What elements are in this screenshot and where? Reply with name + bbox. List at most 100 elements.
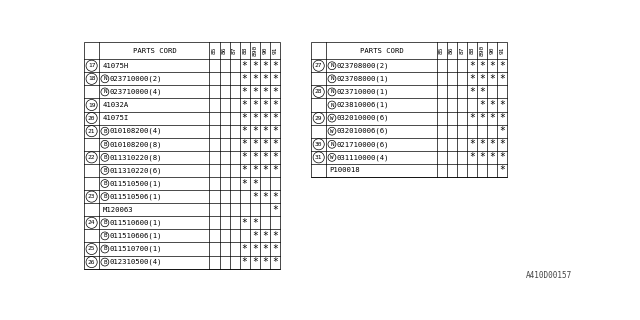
Text: *: *	[272, 100, 278, 110]
Text: *: *	[262, 165, 268, 175]
Text: *: *	[469, 152, 475, 162]
Text: 41075I: 41075I	[102, 115, 129, 121]
Text: 20: 20	[88, 116, 95, 121]
Text: 011510606(1): 011510606(1)	[109, 233, 162, 239]
Text: *: *	[242, 165, 248, 175]
Text: *: *	[489, 113, 495, 123]
Text: *: *	[469, 139, 475, 149]
Text: *: *	[479, 61, 484, 71]
Text: N: N	[330, 76, 333, 81]
Text: 29: 29	[315, 116, 323, 121]
Text: *: *	[272, 61, 278, 71]
Text: *: *	[242, 87, 248, 97]
Text: *: *	[252, 218, 258, 228]
Text: W: W	[330, 129, 333, 134]
Text: 011510500(1): 011510500(1)	[109, 180, 162, 187]
Text: *: *	[242, 61, 248, 71]
Text: *: *	[262, 100, 268, 110]
Text: *: *	[489, 61, 495, 71]
Text: *: *	[252, 74, 258, 84]
Text: *: *	[272, 113, 278, 123]
Text: N: N	[330, 142, 333, 147]
Text: *: *	[469, 87, 475, 97]
Text: 22: 22	[88, 155, 95, 160]
Text: 25: 25	[88, 246, 95, 252]
Text: 011510700(1): 011510700(1)	[109, 246, 162, 252]
Text: *: *	[242, 113, 248, 123]
Text: N: N	[330, 63, 333, 68]
Text: *: *	[252, 87, 258, 97]
Text: *: *	[262, 61, 268, 71]
Text: *: *	[262, 192, 268, 202]
Text: *: *	[479, 74, 484, 84]
Text: 88: 88	[469, 47, 474, 54]
Text: W: W	[330, 116, 333, 121]
Text: 24: 24	[88, 220, 95, 225]
Text: 41032A: 41032A	[102, 102, 129, 108]
Text: *: *	[252, 113, 258, 123]
Text: *: *	[489, 139, 495, 149]
Text: 890: 890	[252, 45, 257, 56]
Text: *: *	[499, 126, 505, 136]
Text: 90: 90	[490, 47, 495, 54]
Text: *: *	[272, 244, 278, 254]
Text: *: *	[489, 100, 495, 110]
Text: 85: 85	[212, 47, 217, 54]
Text: *: *	[262, 139, 268, 149]
Text: *: *	[479, 113, 484, 123]
Text: 86: 86	[449, 47, 454, 54]
Text: *: *	[479, 139, 484, 149]
Text: *: *	[262, 244, 268, 254]
Text: 88: 88	[242, 47, 247, 54]
Text: 011310220(6): 011310220(6)	[109, 167, 162, 174]
Text: 011510506(1): 011510506(1)	[109, 193, 162, 200]
Text: *: *	[252, 152, 258, 162]
Text: *: *	[499, 74, 505, 84]
Text: *: *	[252, 257, 258, 267]
Text: 18: 18	[88, 76, 95, 81]
Text: 890: 890	[479, 45, 484, 56]
Text: *: *	[242, 218, 248, 228]
Text: *: *	[479, 100, 484, 110]
Text: *: *	[262, 74, 268, 84]
Text: *: *	[262, 113, 268, 123]
Text: *: *	[489, 74, 495, 84]
Text: *: *	[469, 74, 475, 84]
Text: *: *	[272, 139, 278, 149]
Text: *: *	[262, 231, 268, 241]
Text: B: B	[103, 260, 107, 265]
Text: *: *	[499, 165, 505, 175]
Text: 21: 21	[88, 129, 95, 134]
Text: B: B	[103, 194, 107, 199]
Text: *: *	[242, 74, 248, 84]
Text: *: *	[272, 192, 278, 202]
Text: 023810006(1): 023810006(1)	[337, 102, 389, 108]
Text: 032010000(6): 032010000(6)	[337, 115, 389, 121]
Text: 91: 91	[273, 47, 277, 54]
Text: 031110000(4): 031110000(4)	[337, 154, 389, 161]
Text: A410D00157: A410D00157	[526, 271, 572, 280]
Text: 41075H: 41075H	[102, 63, 129, 69]
Text: 023710000(2): 023710000(2)	[109, 76, 162, 82]
Text: *: *	[272, 205, 278, 215]
Text: 85: 85	[439, 47, 444, 54]
Text: *: *	[272, 257, 278, 267]
Text: 91: 91	[499, 47, 504, 54]
Text: W: W	[330, 155, 333, 160]
Bar	[84, 42, 280, 268]
Text: 032010006(6): 032010006(6)	[337, 128, 389, 134]
Text: *: *	[242, 139, 248, 149]
Text: 023710000(4): 023710000(4)	[109, 89, 162, 95]
Text: 26: 26	[88, 260, 95, 265]
Text: *: *	[262, 152, 268, 162]
Text: *: *	[262, 87, 268, 97]
Text: *: *	[242, 126, 248, 136]
Text: 011510600(1): 011510600(1)	[109, 220, 162, 226]
Text: *: *	[252, 165, 258, 175]
Text: *: *	[499, 139, 505, 149]
Text: B: B	[103, 233, 107, 238]
Text: *: *	[252, 126, 258, 136]
Text: 17: 17	[88, 63, 95, 68]
Bar	[311, 42, 507, 177]
Text: 023708000(2): 023708000(2)	[337, 62, 389, 69]
